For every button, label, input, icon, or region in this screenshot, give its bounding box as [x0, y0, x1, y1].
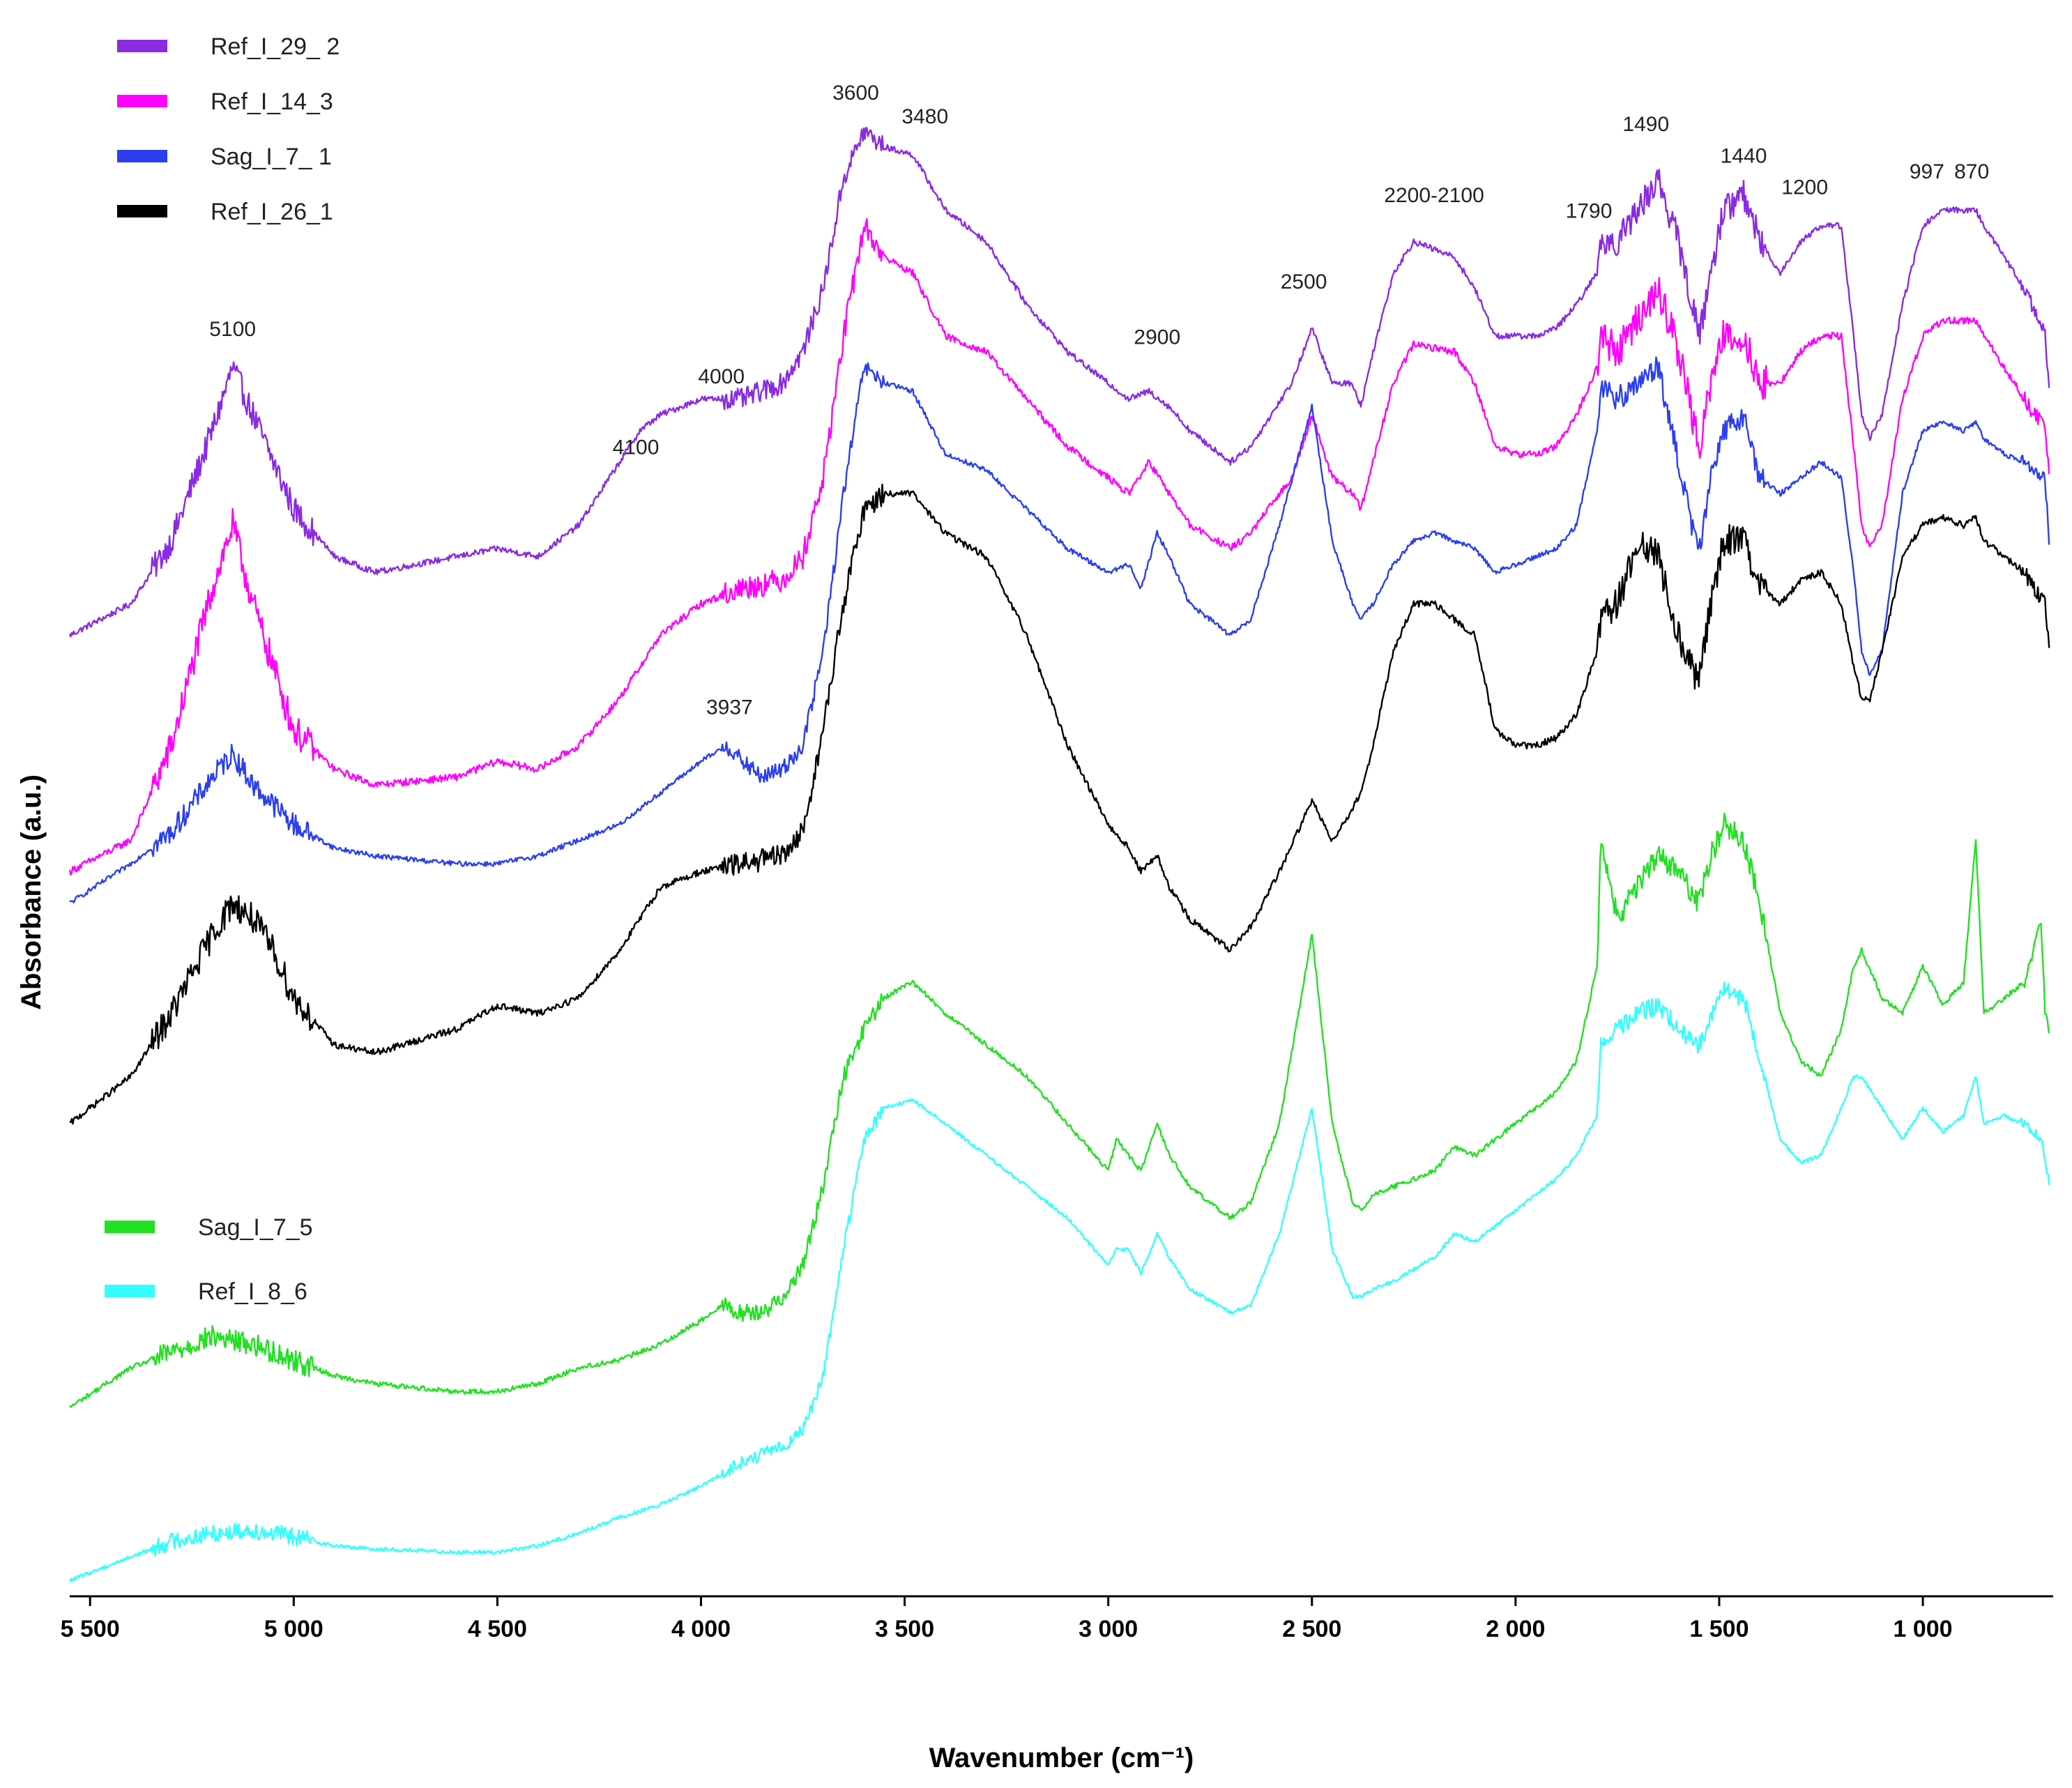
peak-label: 2900 — [1134, 326, 1180, 349]
x-axis-ticks: 5 500 5 000 4 500 4 000 3 500 3 000 2 500 2 000… — [61, 1596, 1953, 1642]
legends: Ref_I_29_ 2 Ref_I_14_3 Sag_I_7_ 1 Ref_I_26_… — [105, 33, 340, 1305]
peak-label: 2500 — [1281, 270, 1327, 293]
x-axis-title: Wavenumber (cm⁻¹) — [929, 1743, 1194, 1773]
legend-swatch — [105, 1221, 155, 1233]
x-tick-label: 3 000 — [1079, 1616, 1138, 1642]
legend-swatch — [105, 1285, 155, 1297]
peak-label: 5100 — [209, 318, 256, 341]
legend-label: Ref_I_26_1 — [211, 199, 333, 225]
series-line-ref-i-26-1 — [69, 483, 2050, 1125]
legend-label: Sag_I_7_ 1 — [211, 144, 332, 170]
series-line-ref-i-14-3 — [68, 217, 2050, 876]
peak-label: 3600 — [832, 82, 879, 105]
x-tick-label: 4 000 — [671, 1616, 731, 1642]
x-tick-label: 5 000 — [264, 1616, 323, 1642]
series-line-sag-i-7-5 — [68, 812, 2050, 1408]
peak-label: 1490 — [1622, 113, 1669, 136]
x-tick-label: 4 500 — [468, 1616, 527, 1642]
y-axis-title: Absorbance (a.u.) — [16, 774, 47, 1010]
peak-label: 3937 — [706, 696, 753, 719]
x-tick-label: 2 500 — [1282, 1616, 1341, 1642]
legend-label: Ref_I_14_3 — [211, 89, 333, 115]
peak-label: 4000 — [698, 365, 745, 388]
series-line-sag-i-7-1 — [69, 356, 2050, 903]
plot-area — [68, 127, 2050, 1582]
peak-annotations: 5100 4100 4000 3600 3480 2900 2500 2200-2100 179… — [209, 82, 1989, 719]
peak-label: 1200 — [1781, 176, 1828, 199]
legend-swatch — [117, 150, 167, 162]
x-tick-label: 5 500 — [61, 1616, 120, 1642]
legend-swatch — [117, 40, 167, 52]
legend-swatch — [117, 205, 167, 217]
peak-label: 870 — [1954, 160, 1989, 183]
peak-label: 1790 — [1566, 200, 1613, 223]
legend-swatch — [117, 95, 167, 107]
x-tick-label: 2 000 — [1486, 1616, 1545, 1642]
peak-label: 2200-2100 — [1384, 184, 1484, 207]
x-tick-label: 3 500 — [875, 1616, 934, 1642]
x-tick-label: 1 000 — [1894, 1616, 1953, 1642]
series-line-ref-i-8-6 — [68, 981, 2050, 1582]
peak-label: 3480 — [901, 105, 948, 128]
legend-label: Ref_I_8_6 — [198, 1278, 307, 1305]
peak-label: 1440 — [1721, 144, 1767, 167]
x-tick-label: 1 500 — [1689, 1616, 1749, 1642]
legend-label: Sag_I_7_5 — [198, 1214, 313, 1241]
series-line-ref-i-29-2 — [68, 127, 2050, 638]
peak-label: 997 — [1910, 160, 1944, 183]
legend-label: Ref_I_29_ 2 — [211, 33, 340, 60]
peak-label: 4100 — [613, 436, 660, 459]
